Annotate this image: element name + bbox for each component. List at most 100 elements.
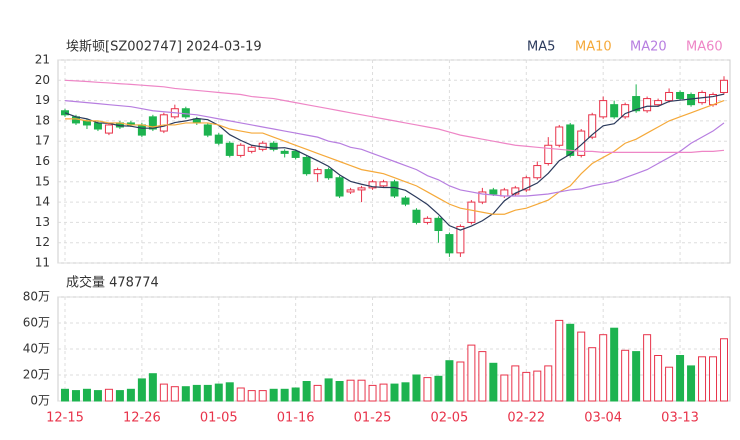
- candle-body: [313, 169, 322, 175]
- legend-entry: MA20: [630, 40, 667, 55]
- volume-bar: [412, 374, 421, 402]
- candle-body: [533, 165, 542, 179]
- candle-body: [269, 142, 278, 150]
- candle-body: [291, 150, 300, 158]
- legend-entry: MA60: [686, 40, 723, 55]
- y-tick-label: 40万: [23, 342, 50, 356]
- volume-bar: [676, 355, 685, 402]
- volume-bar: [170, 386, 179, 402]
- volume-bar: [588, 347, 597, 402]
- x-tick-label: 01-05: [200, 411, 238, 426]
- y-tick-label: 60万: [23, 316, 50, 330]
- ma-line: [65, 100, 725, 215]
- candle-body: [555, 126, 564, 146]
- candle-body: [434, 217, 443, 232]
- candle-body: [412, 209, 421, 223]
- candle-body: [500, 189, 509, 197]
- volume-bar: [401, 382, 410, 402]
- volume-bar: [236, 387, 245, 402]
- volume-bar: [335, 381, 344, 402]
- candle-body: [324, 169, 333, 179]
- volume-bar: [357, 379, 366, 402]
- candle-body: [423, 217, 432, 223]
- x-tick-label: 02-22: [507, 411, 545, 426]
- volume-bar: [511, 365, 520, 402]
- ma-line: [64, 100, 725, 197]
- y-tick-label: 16: [35, 154, 50, 168]
- volume-bar: [489, 362, 498, 402]
- ma-line: [64, 79, 725, 153]
- candle-body: [214, 134, 223, 144]
- legend-entry: MA5: [527, 40, 555, 55]
- volume-bar: [599, 334, 608, 402]
- volume-bar: [214, 383, 223, 402]
- y-tick-label: 20: [35, 73, 50, 87]
- y-tick-label: 17: [35, 134, 50, 148]
- candle-body: [720, 79, 728, 93]
- candle-body: [247, 146, 256, 152]
- candle-body: [610, 104, 619, 118]
- candle-body: [93, 122, 102, 130]
- candle-body: [445, 234, 454, 254]
- volume-bar: [181, 386, 190, 402]
- chart-title: 埃斯顿[SZ002747] 2024-03-19: [66, 40, 262, 55]
- volume-bar: [577, 331, 586, 402]
- volume-bar: [467, 344, 476, 402]
- volume-bar: [126, 388, 135, 402]
- volume-bar: [324, 378, 333, 402]
- y-tick-label: 80万: [23, 290, 50, 304]
- volume-bar: [258, 390, 267, 402]
- volume-bar: [555, 319, 564, 402]
- volume-bar: [148, 373, 157, 402]
- candle-body: [511, 187, 520, 195]
- y-tick-label: 13: [35, 215, 50, 229]
- candle-body: [643, 98, 652, 112]
- volume-bar: [654, 355, 663, 402]
- volume-bar: [632, 351, 641, 402]
- volume-bar: [456, 361, 465, 402]
- y-tick-label: 20万: [23, 368, 50, 382]
- volume-bar: [313, 384, 322, 402]
- y-tick-label: 11: [35, 256, 50, 270]
- candle-body: [159, 114, 168, 132]
- candle-body: [566, 124, 575, 156]
- volume-bar: [665, 366, 674, 402]
- y-tick-label: 19: [35, 93, 50, 107]
- y-tick-label: 18: [35, 113, 50, 127]
- volume-bar: [522, 371, 531, 402]
- x-tick-label: 01-16: [277, 411, 315, 426]
- candle-body: [335, 177, 344, 197]
- candle-body: [181, 108, 190, 118]
- volume-bar: [390, 383, 399, 402]
- candle-body: [390, 181, 399, 197]
- candle-body: [357, 187, 366, 191]
- candle-body: [588, 114, 597, 138]
- candle-body: [621, 104, 630, 118]
- y-tick-label: 15: [35, 174, 50, 188]
- volume-bar: [621, 349, 630, 402]
- x-tick-label: 01-25: [354, 411, 392, 426]
- candle-body: [104, 124, 113, 134]
- volume-bar: [643, 334, 652, 402]
- candle-body: [676, 91, 685, 100]
- volume-bar: [445, 360, 454, 402]
- x-tick-label: 03-04: [584, 411, 622, 426]
- candle-body: [599, 100, 608, 118]
- legend-entry: MA10: [575, 40, 612, 55]
- volume-bar: [302, 381, 311, 402]
- volume-bar: [71, 390, 80, 402]
- x-tick-label: 03-13: [661, 411, 699, 426]
- x-tick-label: 12-26: [123, 411, 161, 426]
- candle-body: [632, 96, 641, 112]
- volume-bar: [93, 390, 102, 402]
- volume-bar: [61, 388, 69, 402]
- volume-bar: [544, 365, 553, 402]
- volume-bar: [610, 327, 619, 402]
- volume-bar: [247, 390, 256, 402]
- volume-title: 成交量 478774: [66, 275, 159, 291]
- volume-bar: [203, 384, 212, 402]
- volume-bar: [687, 365, 696, 402]
- candle-body: [137, 124, 146, 136]
- volume-bar: [566, 323, 575, 402]
